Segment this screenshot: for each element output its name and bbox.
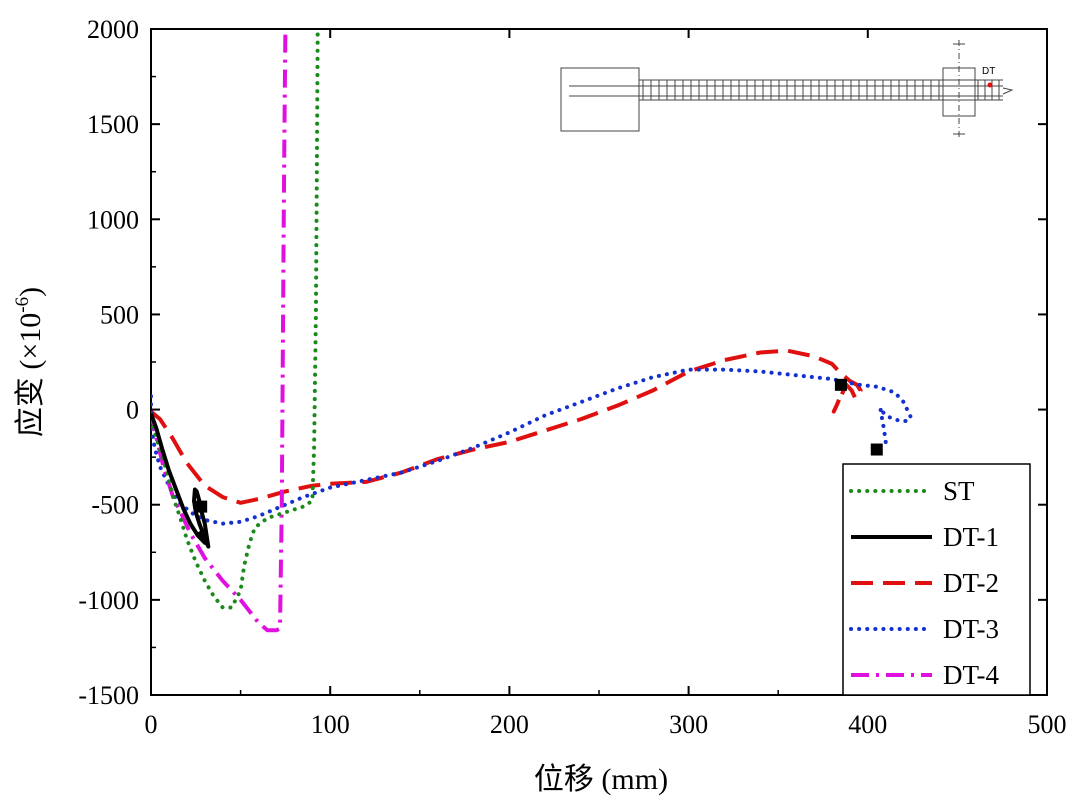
- y-tick-label: 500: [100, 300, 139, 329]
- inset-schematic: DT: [560, 40, 1014, 138]
- x-tick-label: 300: [669, 710, 708, 739]
- y-tick-label: 1500: [87, 110, 139, 139]
- marker-layer: [195, 378, 883, 513]
- y-tick-label: -1000: [78, 586, 139, 615]
- series-layer: [151, 29, 913, 633]
- inset-left-block: [560, 67, 640, 132]
- series-line-st: [151, 29, 320, 610]
- axis-tick-labels: 0 100 200 300 400 500 -1500 -1000 -500 0 500 1000 15…: [78, 15, 1066, 739]
- series-line-dt-4: [151, 29, 288, 633]
- legend-label-dt-2: DT-2: [943, 568, 999, 598]
- x-tick-label: 400: [848, 710, 887, 739]
- legend-label-dt-4: DT-4: [943, 660, 1000, 690]
- y-tick-label: 2000: [87, 15, 139, 44]
- series-line-dt-3: [151, 367, 913, 526]
- y-axis-title-close: ): [14, 287, 47, 297]
- inset-gauge-dot: [987, 82, 993, 88]
- legend-label-st: ST: [943, 476, 975, 506]
- legend-label-dt-3: DT-3: [943, 614, 999, 644]
- y-axis-title: 应变 (×10-6): [12, 287, 47, 437]
- inset-stirrups: [642, 80, 1000, 100]
- inset-arrow: [1002, 87, 1014, 95]
- x-tick-label: 100: [311, 710, 350, 739]
- y-tick-label: 0: [126, 396, 139, 425]
- x-tick-label: 200: [490, 710, 529, 739]
- data-marker: [834, 378, 847, 391]
- y-tick-label: -500: [91, 491, 139, 520]
- x-tick-label: 500: [1028, 710, 1067, 739]
- y-axis-title-main: 应变 (×10: [14, 313, 47, 437]
- legend-items: ST DT-1 DT-2 DT-3 DT-4: [849, 476, 1000, 690]
- legend-label-dt-1: DT-1: [943, 522, 999, 552]
- data-marker: [195, 500, 208, 513]
- legend-box: [842, 463, 1031, 696]
- x-tick-label: 0: [145, 710, 158, 739]
- y-tick-label: -1500: [78, 681, 139, 710]
- y-axis-title-exponent: -6: [12, 297, 33, 313]
- series-line-dt-1: [151, 412, 211, 549]
- y-tick-label: 1000: [87, 205, 139, 234]
- x-axis-title: 位移 (mm): [534, 763, 668, 796]
- inset-label: DT: [982, 66, 995, 77]
- data-marker: [870, 443, 883, 456]
- axis-ticks: [150, 28, 1048, 696]
- series-line-dt-2: [151, 348, 863, 505]
- legend: ST DT-1 DT-2 DT-3 DT-4: [842, 463, 1031, 696]
